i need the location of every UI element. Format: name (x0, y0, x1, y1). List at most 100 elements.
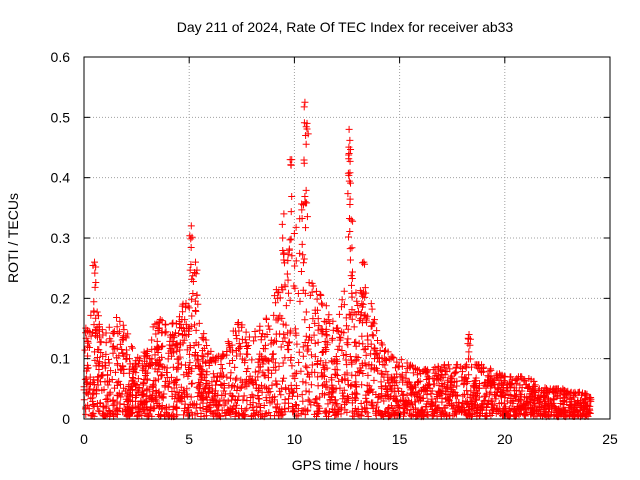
data-point (421, 383, 429, 391)
data-point (409, 369, 417, 377)
data-point (453, 410, 461, 418)
data-point (215, 352, 223, 360)
data-point (302, 387, 310, 395)
data-point (438, 367, 446, 375)
data-point (542, 401, 550, 409)
data-point (285, 289, 293, 297)
data-point (493, 404, 501, 412)
data-point (110, 400, 118, 408)
data-point (122, 407, 130, 415)
data-point (179, 339, 187, 347)
data-point (438, 398, 446, 406)
data-point (522, 398, 530, 406)
data-point (458, 373, 466, 381)
data-point (113, 344, 121, 352)
data-point (311, 319, 319, 327)
data-point (318, 301, 326, 309)
data-point (288, 403, 296, 411)
data-point (175, 388, 183, 396)
data-point (530, 377, 538, 385)
data-point (261, 354, 269, 362)
data-point (294, 411, 302, 419)
data-point (202, 380, 210, 388)
data-point (361, 407, 369, 415)
data-point (250, 337, 258, 345)
data-point (252, 381, 260, 389)
data-point (89, 410, 97, 418)
data-point (517, 405, 525, 413)
data-point (407, 411, 415, 419)
data-point (349, 412, 357, 420)
data-point (236, 384, 244, 392)
data-point (96, 358, 104, 366)
data-point (526, 398, 534, 406)
data-point (148, 360, 156, 368)
data-point (359, 369, 367, 377)
data-point (505, 390, 513, 398)
data-point (508, 376, 516, 384)
data-point (224, 408, 232, 416)
data-point (188, 379, 196, 387)
data-point (394, 401, 402, 409)
data-point (384, 371, 392, 379)
data-point (587, 395, 595, 403)
data-point (249, 399, 257, 407)
data-point (360, 346, 368, 354)
data-point (497, 392, 505, 400)
data-point (334, 345, 342, 353)
data-point (291, 262, 299, 270)
data-point (135, 360, 143, 368)
data-point (208, 385, 216, 393)
data-point (258, 388, 266, 396)
data-point (97, 378, 105, 386)
data-point (475, 384, 483, 392)
data-point (286, 236, 294, 244)
data-point (235, 344, 243, 352)
data-point (277, 343, 285, 351)
data-point (155, 388, 163, 396)
data-point (512, 393, 520, 401)
data-point (449, 405, 457, 413)
data-point (302, 140, 310, 148)
data-point (287, 208, 295, 216)
data-point (518, 384, 526, 392)
data-point (331, 411, 339, 419)
data-point (485, 373, 493, 381)
data-point (172, 377, 180, 385)
data-point (282, 302, 290, 310)
data-point (288, 386, 296, 394)
data-point (345, 177, 353, 185)
data-point (104, 398, 112, 406)
data-point (105, 323, 113, 331)
data-point (345, 310, 353, 318)
data-point (217, 380, 225, 388)
data-point (560, 407, 568, 415)
data-point (527, 408, 535, 416)
data-point (317, 369, 325, 377)
data-point (555, 411, 563, 419)
data-point (370, 355, 378, 363)
data-point (254, 410, 262, 418)
data-point (204, 389, 212, 397)
data-point (368, 361, 376, 369)
data-point (161, 321, 169, 329)
data-point (143, 375, 151, 383)
data-point (351, 405, 359, 413)
data-point (131, 403, 139, 411)
data-point (221, 409, 229, 417)
data-point (287, 354, 295, 362)
data-point (155, 402, 163, 410)
data-point (187, 295, 195, 303)
data-point (507, 380, 515, 388)
data-point (121, 387, 129, 395)
data-point (361, 284, 369, 292)
data-point (328, 334, 336, 342)
data-point (148, 336, 156, 344)
data-point (475, 365, 483, 373)
data-point (279, 234, 287, 242)
data-point (348, 274, 356, 282)
data-point (566, 394, 574, 402)
data-point (129, 363, 137, 371)
data-point (510, 407, 518, 415)
data-point (574, 412, 582, 420)
